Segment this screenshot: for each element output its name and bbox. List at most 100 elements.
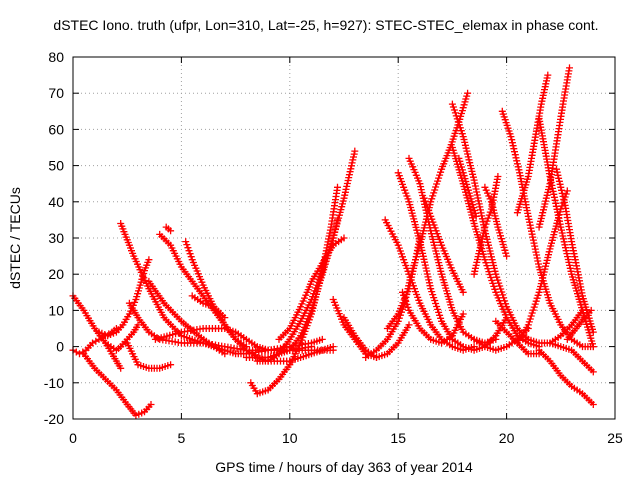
data-point [329, 346, 337, 354]
data-series [455, 154, 480, 220]
data-point [318, 335, 326, 343]
data-point [429, 291, 437, 299]
data-point [534, 291, 542, 299]
data-series [188, 292, 229, 322]
data-point [351, 147, 359, 155]
data-point [457, 127, 465, 135]
data-point [416, 238, 424, 246]
data-point [552, 202, 560, 210]
data-point [405, 321, 413, 329]
data-point [147, 401, 155, 408]
data-point [399, 288, 406, 296]
data-point [532, 297, 540, 305]
x-tick-label: 25 [607, 430, 623, 446]
data-point [434, 305, 442, 313]
data-point [331, 225, 339, 233]
data-point [514, 163, 522, 171]
data-series [535, 346, 597, 408]
data-point [550, 193, 558, 201]
data-series [340, 314, 380, 361]
data-point [482, 220, 490, 228]
data-point [421, 261, 429, 269]
data-point [167, 361, 175, 369]
data-point [486, 208, 494, 216]
data-point [487, 274, 495, 281]
data-point [496, 282, 504, 290]
data-point [510, 145, 518, 153]
data-point [182, 238, 190, 246]
data-point [436, 311, 444, 319]
data-series [448, 100, 586, 347]
data-point [560, 195, 568, 203]
y-axis-label: dSTEC / TECUs [7, 187, 23, 289]
data-point [508, 139, 516, 147]
data-series [535, 64, 573, 231]
data-point [464, 89, 472, 97]
data-point [556, 180, 564, 188]
data-point [347, 165, 355, 173]
data-point [437, 314, 445, 322]
data-point [565, 258, 573, 266]
series-line [501, 110, 594, 348]
data-point [431, 297, 439, 304]
data-point [425, 206, 433, 214]
data-point [424, 273, 432, 281]
data-series [253, 147, 359, 365]
data-point [402, 297, 410, 305]
data-series [563, 306, 595, 343]
data-point [507, 133, 515, 141]
data-point [340, 194, 348, 202]
x-tick-label: 20 [499, 430, 515, 446]
y-tick-label: -10 [44, 375, 64, 391]
y-tick-label: 30 [48, 230, 64, 246]
data-point [553, 168, 561, 176]
data-point [589, 368, 597, 376]
data-point [589, 328, 597, 336]
data-point [515, 166, 523, 174]
data-point [560, 238, 568, 246]
data-point [454, 118, 462, 126]
data-point [117, 364, 125, 372]
data-point [221, 350, 229, 358]
data-point [489, 279, 497, 287]
data-point [434, 177, 442, 185]
data-point [483, 262, 491, 270]
data-point [527, 312, 535, 320]
data-point [431, 186, 439, 194]
data-point [451, 109, 459, 117]
data-point [483, 217, 491, 225]
data-point [589, 401, 597, 408]
series-line [566, 309, 592, 341]
data-series [275, 234, 348, 343]
data-series [553, 165, 597, 336]
data-point [401, 294, 409, 302]
data-point [508, 136, 516, 144]
data-point [418, 246, 426, 254]
y-tick-label: 70 [48, 85, 64, 101]
data-point [513, 160, 521, 168]
data-point [553, 165, 560, 173]
data-point [481, 223, 489, 231]
data-point [455, 121, 463, 129]
data-point [428, 288, 436, 296]
data-point [452, 112, 460, 120]
data-point [470, 343, 478, 351]
y-tick-label: -20 [44, 411, 64, 427]
data-point [473, 188, 481, 196]
data-series [102, 339, 125, 372]
data-point [334, 183, 341, 191]
data-point [511, 148, 518, 156]
data-point [557, 183, 565, 191]
data-point [426, 282, 434, 290]
data-point [494, 173, 502, 180]
data-point [412, 256, 419, 264]
data-point [492, 335, 500, 343]
data-point [221, 314, 229, 322]
data-series [399, 288, 467, 347]
data-point [449, 103, 457, 111]
x-axis-label: GPS time / hours of day 363 of year 2014 [215, 459, 473, 475]
data-point [497, 285, 505, 293]
data-point [184, 244, 192, 252]
data-point [558, 186, 565, 194]
data-point [529, 233, 537, 241]
